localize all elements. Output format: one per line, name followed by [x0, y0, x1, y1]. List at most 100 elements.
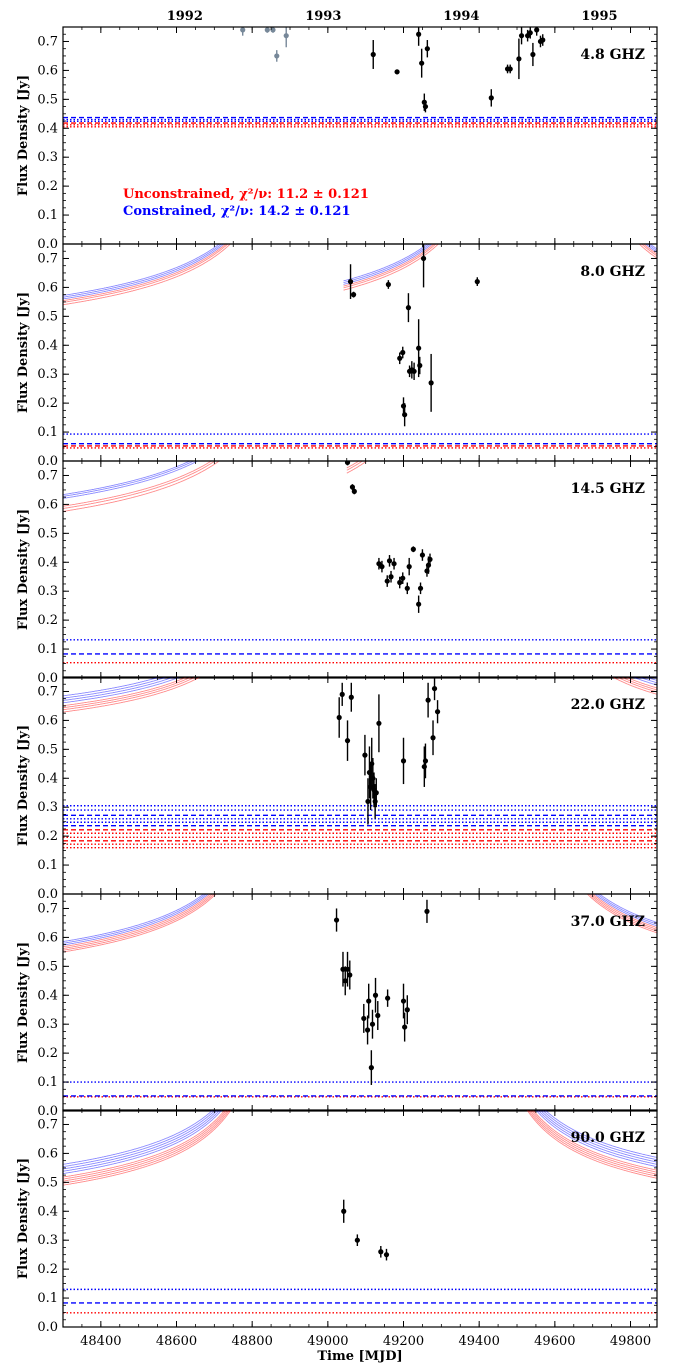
- data-point: [416, 31, 422, 37]
- y-tick-label: 0.5: [37, 1175, 58, 1190]
- y-axis-label: Flux Density [Jy]: [16, 509, 31, 630]
- x-axis-label: Time [MJD]: [317, 1349, 402, 1364]
- data-point: [385, 281, 391, 288]
- unconstrained-model-curve: [616, 677, 657, 693]
- y-tick-label: 0.6: [37, 713, 58, 728]
- data-point: [400, 349, 406, 356]
- y-tick-label: 0.5: [37, 309, 58, 324]
- constrained-model-curve: [63, 1110, 216, 1168]
- y-tick-label: 0.0: [37, 454, 58, 469]
- constrained-model-curve: [63, 894, 209, 946]
- unconstrained-model-curve: [63, 894, 215, 951]
- data-point: [347, 972, 353, 978]
- panel-frame: [62, 460, 658, 679]
- y-tick-label: 0.4: [37, 338, 58, 353]
- data-point: [534, 27, 540, 33]
- y-tick-label: 0.0: [37, 237, 58, 252]
- band-label: 90.0 GHZ: [571, 1130, 645, 1146]
- constrained-model-curve: [535, 1110, 657, 1168]
- data-point: [416, 345, 422, 351]
- unconstrained-model-curve: [532, 1110, 657, 1171]
- unconstrained-model-curve: [343, 244, 439, 291]
- y-tick-label: 0.4: [37, 555, 58, 570]
- data-point: [362, 752, 368, 758]
- unconstrained-model-curve: [63, 1110, 226, 1178]
- y-tick-label: 0.1: [37, 1291, 58, 1306]
- data-point: [336, 714, 342, 721]
- constrained-model-curve: [63, 1110, 223, 1175]
- data-point: [344, 738, 351, 744]
- top-year-axis: 1992 1993 1994 1995: [167, 9, 618, 24]
- unconstrained-model-curve: [63, 1110, 232, 1186]
- data-point: [376, 720, 382, 726]
- y-tick-label: 0.3: [37, 150, 58, 165]
- y-tick-label: 0.2: [37, 613, 58, 628]
- data-point: [240, 27, 246, 33]
- constrained-model-curve: [63, 244, 221, 296]
- y-tick-label: 0.3: [37, 800, 58, 815]
- data-point: [422, 758, 429, 764]
- band-label: 8.0 GHZ: [580, 264, 645, 280]
- data-point: [385, 995, 391, 1001]
- y-tick-label: 0.5: [37, 526, 58, 541]
- x-tick-label: 49000: [307, 1334, 348, 1349]
- data-point: [340, 966, 346, 972]
- constrained-model-curve: [63, 244, 225, 300]
- constrained-model-curve: [541, 1110, 657, 1161]
- data-point: [373, 790, 379, 796]
- y-tick-label: 0.3: [37, 1233, 58, 1248]
- data-point: [416, 601, 422, 607]
- panels-layer: 0.0 0.1 0.2 0.3 0.4 0.5 0.6 0.7 4.8 GHZ Flux Dens…: [16, 26, 658, 1349]
- unconstrained-model-curve: [63, 894, 213, 949]
- unconstrained-model-curve: [63, 461, 216, 509]
- constrained-model-curve: [347, 455, 352, 458]
- unconstrained-model-curve: [343, 244, 437, 289]
- constrained-model-curve: [63, 461, 191, 496]
- data-point: [384, 578, 390, 584]
- y-tick-label: 0.5: [37, 959, 58, 974]
- data-point: [383, 1252, 390, 1258]
- constrained-model-curve: [539, 1110, 657, 1163]
- y-tick-label: 0.6: [37, 930, 58, 945]
- constrained-model-curve: [63, 244, 223, 298]
- y-tick-label: 0.4: [37, 121, 58, 136]
- panel-22-0-ghz: 0.0 0.1 0.2 0.3 0.4 0.5 0.6 0.7 22.0 GHZ Flux Den…: [16, 676, 658, 902]
- data-point: [344, 966, 351, 972]
- y-tick-label: 0.6: [37, 1146, 58, 1161]
- data-point: [405, 305, 412, 311]
- unconstrained-model-curve: [527, 1110, 657, 1177]
- unconstrained-model-curve: [63, 244, 231, 306]
- unconstrained-model-curve: [63, 677, 193, 709]
- data-point: [397, 355, 403, 361]
- data-point: [530, 51, 536, 58]
- y-tick-label: 0.5: [37, 92, 58, 107]
- data-point: [431, 685, 438, 692]
- y-tick-label: 0.2: [37, 829, 58, 844]
- plot-area: [63, 894, 657, 1098]
- constrained-model-curve: [63, 1110, 219, 1170]
- constrained-model-curve: [343, 244, 431, 284]
- unconstrained-model-curve: [526, 1110, 657, 1179]
- constrained-model-curve: [347, 455, 349, 456]
- data-point: [348, 694, 354, 700]
- constrained-model-curve: [63, 461, 195, 497]
- constrained-model-curve: [63, 1110, 221, 1172]
- unconstrained-model-curve: [641, 244, 657, 257]
- data-point: [507, 66, 513, 72]
- x-tick-label: 48400: [80, 1334, 121, 1349]
- data-point: [375, 1012, 381, 1019]
- data-point: [378, 1249, 384, 1255]
- band-label: 14.5 GHZ: [571, 481, 645, 497]
- x-tick-label: 49400: [458, 1334, 499, 1349]
- data-point: [386, 558, 393, 564]
- top-year-label: 1992: [167, 9, 203, 24]
- data-point: [333, 917, 340, 923]
- data-point: [430, 735, 436, 741]
- y-tick-label: 0.4: [37, 988, 58, 1003]
- data-point: [365, 798, 371, 805]
- y-tick-label: 0.6: [37, 63, 58, 78]
- data-point: [417, 362, 423, 369]
- data-point: [350, 292, 357, 298]
